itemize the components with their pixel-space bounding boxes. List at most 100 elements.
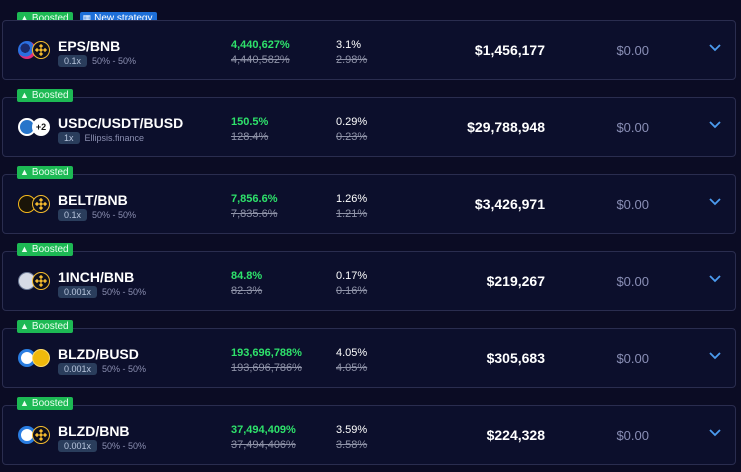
farm-row[interactable]: BELT/BNB 0.1x 50% - 50% 7,856.6% 7,835.6… xyxy=(2,174,736,234)
daily-cell: 0.29% 0.23% xyxy=(336,116,367,143)
daily-value: 1.26% xyxy=(336,193,368,205)
pool-source: Ellipsis.finance xyxy=(84,133,145,143)
row-badges: ▲ Boosted xyxy=(17,89,73,102)
pair-icons: +2 xyxy=(18,116,52,138)
bnb-coin-icon xyxy=(32,41,50,59)
tvl-value: $29,788,948 xyxy=(467,119,545,135)
apr-cell: 4,440,627% 4,440,582% xyxy=(231,39,290,66)
pool-weights: 50% - 50% xyxy=(92,210,137,220)
multiplier-badge: 0.1x xyxy=(58,209,88,221)
pair-name: EPS/BNB xyxy=(58,38,121,54)
apr-value: 193,696,788% xyxy=(231,347,302,359)
row-badges: ▲ Boosted xyxy=(17,243,73,256)
tvl-value: $219,267 xyxy=(486,273,545,289)
chevron-down-icon[interactable] xyxy=(706,116,724,134)
pool-weights: 50% - 50% xyxy=(102,287,147,297)
rocket-icon: ▲ xyxy=(20,90,29,100)
earned-value: $0.00 xyxy=(616,428,649,443)
apr-cell: 84.8% 82.3% xyxy=(231,270,262,297)
chevron-down-icon[interactable] xyxy=(706,424,724,442)
pair-icons xyxy=(18,193,52,215)
daily-cell: 4.05% 4.05% xyxy=(336,347,367,374)
rocket-icon: ▲ xyxy=(20,244,29,254)
apr-previous: 37,494,406% xyxy=(231,439,296,451)
pair-name: BLZD/BUSD xyxy=(58,346,139,362)
earned-value: $0.00 xyxy=(616,120,649,135)
pair-details: 1x Ellipsis.finance xyxy=(58,132,144,144)
daily-previous: 0.16% xyxy=(336,285,368,297)
apr-value: 150.5% xyxy=(231,116,269,128)
rocket-icon: ▲ xyxy=(20,321,29,331)
row-badges: ▲ Boosted xyxy=(17,320,73,333)
daily-previous: 0.23% xyxy=(336,131,368,143)
farm-row[interactable]: BLZD/BNB 0.001x 50% - 50% 37,494,409% 37… xyxy=(2,405,736,465)
pair-icons xyxy=(18,270,52,292)
daily-value: 3.1% xyxy=(336,39,362,51)
rocket-icon: ▲ xyxy=(20,167,29,177)
pair-details: 0.001x 50% - 50% xyxy=(58,286,146,298)
apr-value: 84.8% xyxy=(231,270,263,282)
pair-details: 0.001x 50% - 50% xyxy=(58,440,146,452)
eps-coin-icon xyxy=(18,41,36,59)
daily-value: 4.05% xyxy=(336,347,368,359)
tvl-value: $305,683 xyxy=(486,350,545,366)
multiplier-badge: 0.001x xyxy=(58,363,98,375)
farm-row[interactable]: +2 USDC/USDT/BUSD 1x Ellipsis.finance 15… xyxy=(2,97,736,157)
apr-previous: 193,696,786% xyxy=(231,362,302,374)
earned-value: $0.00 xyxy=(616,197,649,212)
busd-coin-icon xyxy=(32,349,50,367)
earned-value: $0.00 xyxy=(616,274,649,289)
farm-row[interactable]: EPS/BNB 0.1x 50% - 50% 4,440,627% 4,440,… xyxy=(2,20,736,80)
apr-previous: 4,440,582% xyxy=(231,54,290,66)
daily-previous: 2.98% xyxy=(336,54,368,66)
farm-row[interactable]: 1INCH/BNB 0.001x 50% - 50% 84.8% 82.3% 0… xyxy=(2,251,736,311)
daily-value: 0.17% xyxy=(336,270,368,282)
pool-weights: 50% - 50% xyxy=(92,56,137,66)
pair-icons xyxy=(18,39,52,61)
tvl-value: $3,426,971 xyxy=(474,196,545,212)
chevron-down-icon[interactable] xyxy=(706,193,724,211)
daily-value: 0.29% xyxy=(336,116,368,128)
apr-cell: 7,856.6% 7,835.6% xyxy=(231,193,277,220)
tvl-value: $1,456,177 xyxy=(474,42,545,58)
earned-value: $0.00 xyxy=(616,351,649,366)
apr-cell: 193,696,788% 193,696,786% xyxy=(231,347,302,374)
farm-row[interactable]: BLZD/BUSD 0.001x 50% - 50% 193,696,788% … xyxy=(2,328,736,388)
chevron-down-icon[interactable] xyxy=(706,270,724,288)
boosted-badge: ▲ Boosted xyxy=(17,320,73,333)
pair-icons xyxy=(18,424,52,446)
apr-cell: 37,494,409% 37,494,406% xyxy=(231,424,296,451)
strategy-icon: ▦ xyxy=(82,13,92,23)
chevron-down-icon[interactable] xyxy=(706,39,724,57)
pair-name: BLZD/BNB xyxy=(58,423,130,439)
row-badges: ▲ Boosted xyxy=(17,397,73,410)
apr-previous: 82.3% xyxy=(231,285,263,297)
apr-previous: 7,835.6% xyxy=(231,208,278,220)
pair-details: 0.1x 50% - 50% xyxy=(58,55,136,67)
earned-value: $0.00 xyxy=(616,43,649,58)
pair-details: 0.1x 50% - 50% xyxy=(58,209,136,221)
multiplier-badge: 0.001x xyxy=(58,440,98,452)
pair-name: USDC/USDT/BUSD xyxy=(58,115,184,131)
daily-cell: 0.17% 0.16% xyxy=(336,270,367,297)
apr-value: 4,440,627% xyxy=(231,39,290,51)
multiplier-badge: 0.001x xyxy=(58,286,98,298)
apr-value: 7,856.6% xyxy=(231,193,278,205)
rocket-icon: ▲ xyxy=(20,13,29,23)
rocket-icon: ▲ xyxy=(20,398,29,408)
apr-cell: 150.5% 128.4% xyxy=(231,116,268,143)
plus-two-coins-icon: +2 xyxy=(32,118,50,136)
pool-weights: 50% - 50% xyxy=(102,441,147,451)
pair-details: 0.001x 50% - 50% xyxy=(58,363,146,375)
daily-value: 3.59% xyxy=(336,424,368,436)
chevron-down-icon[interactable] xyxy=(706,347,724,365)
boosted-badge: ▲ Boosted xyxy=(17,397,73,410)
daily-previous: 3.58% xyxy=(336,439,368,451)
daily-cell: 1.26% 1.21% xyxy=(336,193,367,220)
daily-cell: 3.1% 2.98% xyxy=(336,39,367,66)
daily-previous: 4.05% xyxy=(336,362,368,374)
tvl-value: $224,328 xyxy=(486,427,545,443)
pair-name: BELT/BNB xyxy=(58,192,128,208)
boosted-badge: ▲ Boosted xyxy=(17,89,73,102)
